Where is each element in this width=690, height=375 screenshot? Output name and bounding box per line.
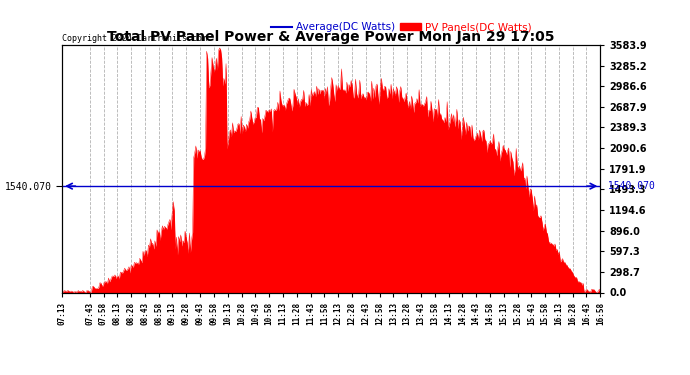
Text: 1540.070: 1540.070 [602,181,655,191]
Legend: Average(DC Watts), PV Panels(DC Watts): Average(DC Watts), PV Panels(DC Watts) [266,18,536,36]
Title: Total PV Panel Power & Average Power Mon Jan 29 17:05: Total PV Panel Power & Average Power Mon… [108,30,555,44]
Text: Copyright 2024 Cartronics.com: Copyright 2024 Cartronics.com [62,33,207,42]
